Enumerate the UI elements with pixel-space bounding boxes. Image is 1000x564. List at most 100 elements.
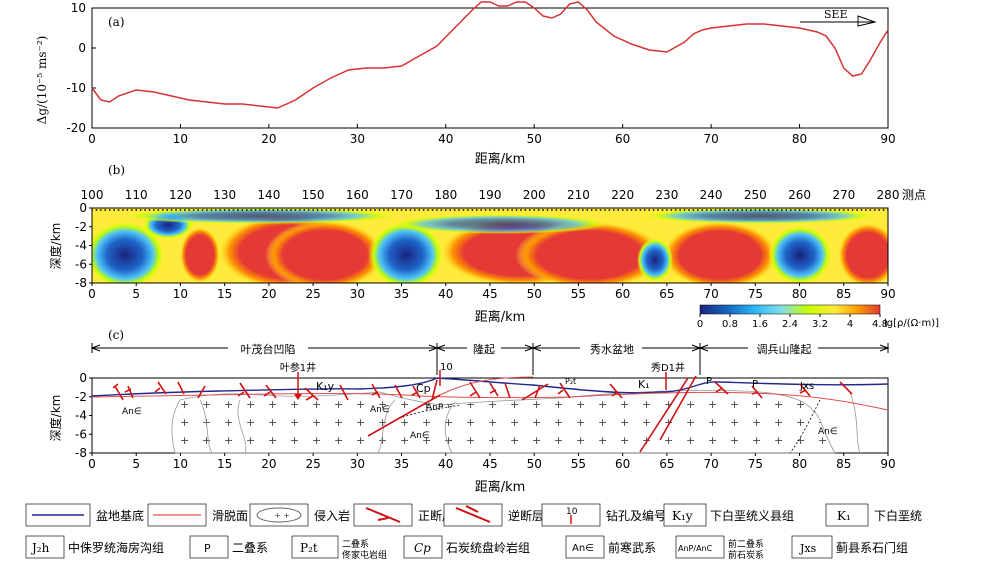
station-marker <box>604 209 606 211</box>
station-marker <box>489 209 491 211</box>
panel-a-label: (a) <box>108 15 125 29</box>
station-marker <box>807 209 810 211</box>
y-tick-label: 10 <box>71 1 86 15</box>
station-number: 200 <box>523 188 546 202</box>
station-marker <box>183 209 186 211</box>
station-marker <box>732 209 735 211</box>
station-marker <box>210 209 213 211</box>
station-marker <box>192 209 195 211</box>
station-marker <box>347 209 350 211</box>
station-marker <box>820 209 823 211</box>
x-tick-label: 5 <box>132 457 140 471</box>
station-marker <box>599 209 602 211</box>
region-uplift: 隆起 <box>473 342 495 356</box>
station-marker <box>564 209 567 211</box>
station-marker <box>259 209 261 211</box>
station-marker <box>312 209 315 211</box>
station-number: 170 <box>390 188 413 202</box>
x-tick-label: 35 <box>394 287 409 301</box>
faults <box>112 375 853 453</box>
station-marker <box>219 209 222 211</box>
unit-cp: Cp <box>416 382 431 395</box>
legend-label-detachment: 滑脱面 <box>212 508 248 523</box>
station-marker <box>657 209 659 211</box>
x-tick-label: 80 <box>792 287 807 301</box>
station-marker <box>166 209 169 211</box>
geological-section: (c) 叶茂台凹陷 隆起 秀水盆地 调兵山隆起 <box>48 328 896 495</box>
unit-k1: K₁ <box>638 378 650 391</box>
station-marker <box>197 209 200 211</box>
station-number: 230 <box>655 188 678 202</box>
unit-an-1: An∈ <box>122 407 142 417</box>
legend-label-p: 二叠系 <box>232 541 268 555</box>
legend-swatch-p: P <box>204 542 211 555</box>
station-marker <box>409 209 412 211</box>
station-marker <box>250 209 253 211</box>
panel-a-xlabel: 距离/km <box>475 151 526 167</box>
region-brackets: 叶茂台凹陷 隆起 秀水盆地 调兵山隆起 <box>90 341 890 375</box>
station-marker <box>387 209 390 211</box>
station-marker <box>608 209 611 211</box>
legend-jxs: Jxs 蓟县系石门组 <box>791 535 908 559</box>
legend-well: 10 钻孔及编号 <box>541 503 666 527</box>
station-marker <box>692 209 695 211</box>
station-marker <box>427 209 429 211</box>
well-xiud1: 秀D1井 <box>651 361 685 374</box>
station-marker <box>245 209 248 211</box>
legend-p2t: P₂t 二叠系佟家屯岩组 <box>291 535 387 561</box>
panel-b-ylabel: 深度/km <box>48 223 63 270</box>
x-tick-label: 35 <box>394 457 409 471</box>
detachment-surface <box>91 391 889 411</box>
station-marker <box>95 209 98 211</box>
station-marker <box>157 209 160 211</box>
x-tick-label: 50 <box>527 132 542 146</box>
station-marker <box>453 209 456 211</box>
x-tick-label: 25 <box>305 457 320 471</box>
station-marker <box>533 209 536 211</box>
legend-label-cp: 石炭统盘岭岩组 <box>446 540 530 555</box>
station-marker <box>506 209 509 211</box>
station-marker <box>285 209 288 211</box>
station-marker <box>471 209 474 211</box>
station-marker <box>228 209 230 211</box>
station-marker <box>440 209 443 211</box>
station-marker <box>343 209 345 211</box>
station-marker <box>237 209 239 211</box>
station-marker <box>772 209 774 211</box>
unit-labels: K₁y Cp AnP P₂t K₁ P P Jxs An∈ An∈ An∈ An… <box>122 376 838 441</box>
station-marker <box>864 209 867 211</box>
station-marker <box>741 209 743 211</box>
legend-label-jxs: 蓟县系石门组 <box>836 540 908 555</box>
legend-basin-basement: 盆地基底 <box>25 503 144 527</box>
station-marker <box>798 209 801 211</box>
station-marker <box>378 209 381 211</box>
x-tick-label: 60 <box>615 132 630 146</box>
x-tick-label: 55 <box>571 457 586 471</box>
x-tick-label: 80 <box>792 457 807 471</box>
unit-an-2: An∈ <box>370 405 390 415</box>
station-marker <box>515 209 518 211</box>
station-marker <box>829 209 832 211</box>
station-marker <box>307 209 310 211</box>
station-marker <box>635 209 637 211</box>
station-marker <box>776 209 779 211</box>
station-marker <box>179 209 182 211</box>
legend: 盆地基底 滑脱面 + + 侵入岩 正断层 逆断层 10 <box>25 503 922 561</box>
station-marker <box>458 209 460 211</box>
station-marker <box>232 209 235 211</box>
legend-swatch-k1y: K₁y <box>672 509 693 523</box>
x-tick-label: 60 <box>615 287 630 301</box>
station-marker <box>745 209 748 211</box>
unit-p2t: P₂t <box>565 377 576 386</box>
legend-label-basement: 盆地基底 <box>96 508 144 523</box>
station-marker <box>767 209 770 211</box>
station-marker <box>267 209 270 211</box>
station-marker <box>701 209 704 211</box>
region-diaobingshan: 调兵山隆起 <box>757 342 812 356</box>
station-marker <box>431 209 434 211</box>
x-tick-label: 20 <box>261 287 276 301</box>
station-marker <box>524 209 527 211</box>
station-marker <box>108 209 111 211</box>
region-xiushui: 秀水盆地 <box>590 342 634 356</box>
colorbar-label: lg[ρ/(Ω·m)] <box>884 318 939 329</box>
